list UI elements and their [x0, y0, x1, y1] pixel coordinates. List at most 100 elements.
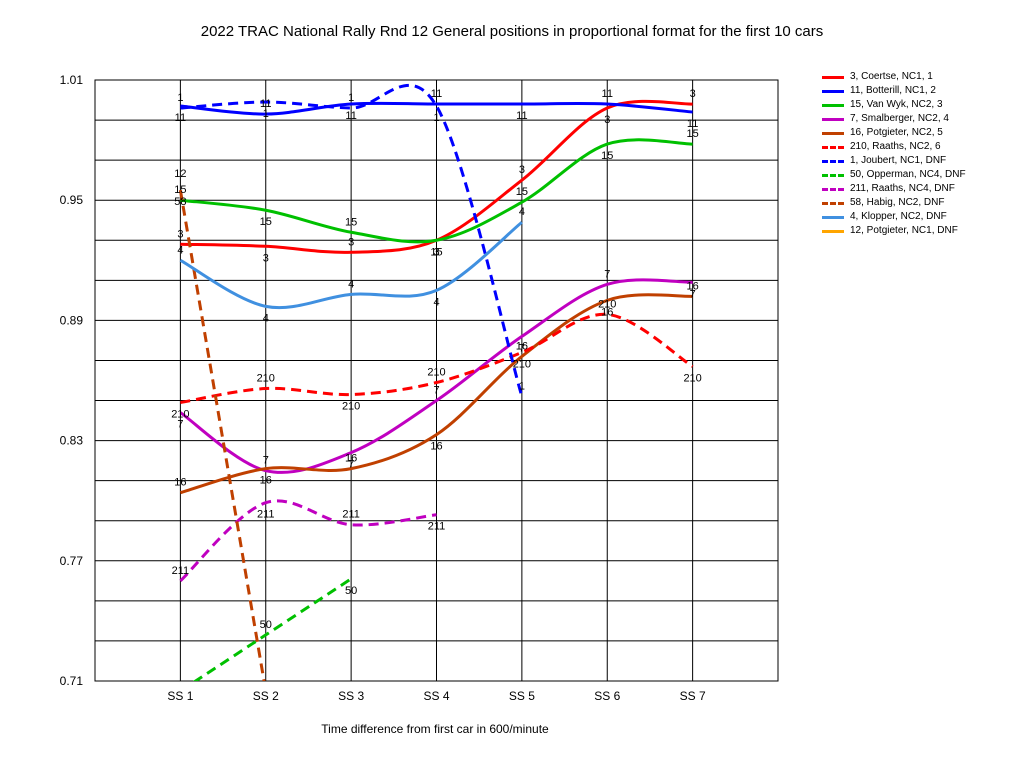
x-tick-label: SS 6: [594, 689, 620, 703]
legend-label: 15, Van Wyk, NC2, 3: [850, 99, 943, 110]
data-label: 7: [433, 385, 439, 397]
x-tick-label: SS 4: [423, 689, 449, 703]
legend-label: 50, Opperman, NC4, DNF: [850, 169, 966, 180]
data-label: 3: [433, 246, 439, 258]
legend-item: 3, Coertse, NC1, 1: [822, 70, 966, 84]
x-tick-label: SS 5: [509, 689, 535, 703]
legend-item: 4, Klopper, NC2, DNF: [822, 210, 966, 224]
legend-label: 58, Habig, NC2, DNF: [850, 197, 945, 208]
legend-label: 3, Coertse, NC1, 1: [850, 71, 933, 82]
legend-item: 211, Raaths, NC4, DNF: [822, 182, 966, 196]
data-label: 210: [598, 298, 616, 310]
legend-item: 16, Potgieter, NC2, 5: [822, 126, 966, 140]
legend-item: 7, Smalberger, NC2, 4: [822, 112, 966, 126]
data-label: 16: [687, 280, 699, 292]
data-label: 3: [177, 228, 183, 240]
data-label: 16: [174, 477, 186, 489]
data-label: 210: [683, 372, 701, 384]
data-label: 4: [348, 278, 354, 290]
legend-swatch: [822, 75, 844, 79]
data-label: 210: [257, 373, 275, 385]
legend-swatch: [822, 145, 844, 149]
data-label: 4: [433, 296, 439, 308]
data-label: 4: [177, 244, 183, 256]
data-label: 15: [174, 184, 186, 196]
data-label: 3: [690, 88, 696, 100]
series-line: [179, 499, 437, 582]
x-tick-label: SS 3: [338, 689, 364, 703]
series-line: [180, 138, 693, 244]
data-label: 1: [263, 108, 269, 120]
data-label: 11: [345, 110, 356, 122]
data-label: 15: [430, 246, 442, 258]
series-line: [192, 577, 352, 681]
legend-label: 4, Klopper, NC2, DNF: [850, 211, 947, 222]
data-label: 16: [516, 340, 528, 352]
legend-label: 7, Smalberger, NC2, 4: [850, 113, 949, 124]
data-label: 50: [260, 619, 272, 631]
legend-swatch: [822, 117, 844, 121]
legend-item: 50, Opperman, NC4, DNF: [822, 168, 966, 182]
legend-swatch: [822, 187, 844, 191]
series-line: [179, 293, 693, 495]
legend-label: 16, Potgieter, NC2, 5: [850, 127, 943, 138]
y-tick-label: 0.95: [60, 193, 84, 207]
x-axis-title: Time difference from first car in 600/mi…: [321, 722, 549, 736]
data-label: 16: [345, 453, 357, 465]
data-label: 7: [519, 342, 525, 354]
legend-swatch: [822, 229, 844, 233]
data-label: 58: [174, 196, 186, 208]
data-label: 1: [519, 381, 525, 393]
legend-swatch: [822, 89, 844, 93]
x-tick-label: SS 2: [253, 689, 279, 703]
legend-item: 58, Habig, NC2, DNF: [822, 196, 966, 210]
data-label: 7: [604, 268, 610, 280]
data-label: 15: [601, 150, 613, 162]
legend-swatch: [822, 215, 844, 219]
legend-label: 12, Potgieter, NC1, DNF: [850, 225, 958, 236]
y-tick-label: 0.89: [60, 313, 84, 327]
data-label: 16: [430, 441, 442, 453]
legend-swatch: [822, 103, 844, 107]
legend-label: 11, Botterill, NC1, 2: [850, 85, 936, 96]
data-label: 16: [601, 306, 613, 318]
series-line: [179, 278, 693, 474]
y-tick-label: 1.01: [60, 73, 84, 87]
data-label: 211: [342, 509, 360, 521]
data-label: 15: [687, 128, 699, 140]
data-label: 15: [516, 186, 528, 198]
legend-item: 1, Joubert, NC1, DNF: [822, 154, 966, 168]
data-label: 16: [260, 475, 272, 487]
data-label: 1: [433, 112, 439, 124]
data-label: 15: [260, 216, 272, 228]
data-label: 1: [177, 92, 183, 104]
y-tick-label: 0.77: [60, 554, 84, 568]
data-label: 11: [260, 98, 271, 110]
data-label: 3: [604, 114, 610, 126]
data-label: 1: [348, 92, 354, 104]
series-group: [178, 83, 694, 681]
data-label: 211: [257, 509, 275, 521]
data-label: 210: [427, 367, 445, 379]
data-label: 11: [602, 88, 613, 100]
legend-item: 15, Van Wyk, NC2, 3: [822, 98, 966, 112]
data-label: 15: [345, 216, 357, 228]
data-label: 211: [428, 521, 446, 533]
y-tick-label: 0.71: [60, 674, 84, 688]
series-line: [180, 312, 694, 405]
data-label: 7: [690, 288, 696, 300]
legend-label: 1, Joubert, NC1, DNF: [850, 155, 947, 166]
data-label: 3: [519, 164, 525, 176]
x-tick-label: SS 7: [680, 689, 706, 703]
data-label: 211: [172, 565, 190, 577]
legend: 3, Coertse, NC1, 1 11, Botterill, NC1, 2 1…: [822, 70, 966, 238]
data-label: 210: [513, 358, 531, 370]
data-label: 3: [348, 236, 354, 248]
series-line: [180, 83, 524, 397]
data-label: 7: [177, 419, 183, 431]
legend-label: 210, Raaths, NC2, 6: [850, 141, 941, 152]
data-label: 7: [263, 455, 269, 467]
data-label: 3: [263, 252, 269, 264]
